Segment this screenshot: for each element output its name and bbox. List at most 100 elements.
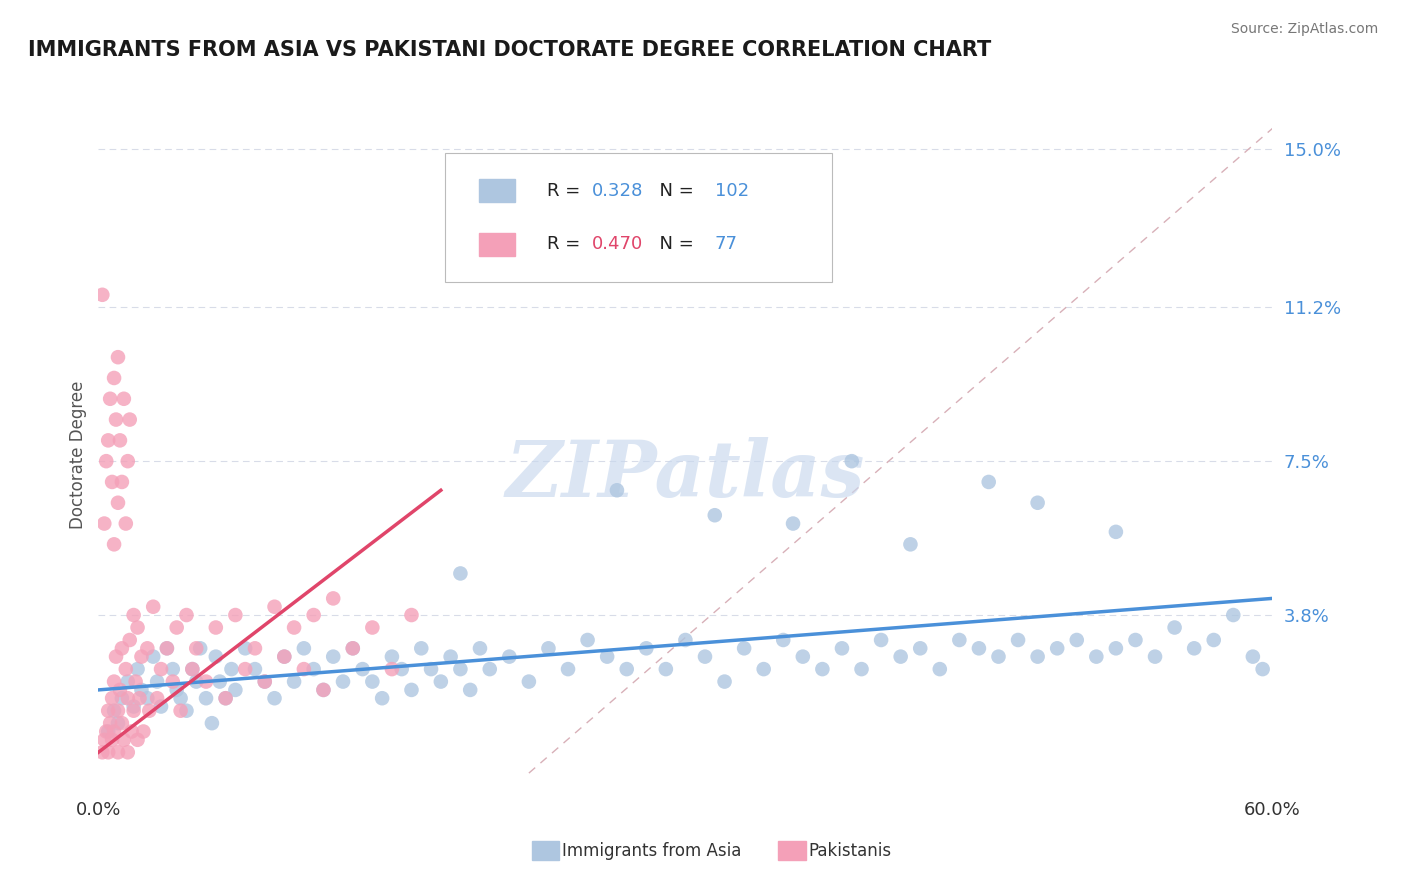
Point — [111, 716, 134, 731]
Point — [136, 641, 159, 656]
Point — [381, 649, 404, 664]
Point — [890, 649, 912, 664]
Point — [162, 662, 184, 676]
Point — [439, 649, 461, 664]
Point — [128, 691, 150, 706]
Point — [948, 632, 970, 647]
Point — [127, 732, 149, 747]
Point — [391, 662, 413, 676]
Point — [1241, 649, 1264, 664]
Point — [91, 287, 114, 301]
Point — [253, 674, 276, 689]
Point — [831, 641, 853, 656]
Point — [127, 620, 149, 634]
Point — [205, 620, 228, 634]
Point — [430, 674, 453, 689]
Point — [156, 641, 179, 656]
Point — [96, 724, 118, 739]
Point — [557, 662, 579, 676]
Point — [208, 674, 231, 689]
Point — [782, 516, 804, 531]
Point — [136, 691, 159, 706]
Point — [283, 620, 305, 634]
Point — [772, 632, 794, 647]
Point — [142, 649, 165, 664]
Point — [150, 699, 173, 714]
Point — [233, 641, 256, 656]
Point — [224, 682, 246, 697]
Point — [322, 591, 344, 606]
Point — [121, 724, 143, 739]
Point — [411, 641, 433, 656]
Point — [181, 662, 204, 676]
Point — [117, 745, 139, 759]
Point — [221, 662, 243, 676]
Point — [1105, 641, 1128, 656]
Point — [97, 724, 120, 739]
Point — [103, 704, 125, 718]
Point — [138, 704, 160, 718]
Point — [537, 641, 560, 656]
Point — [361, 620, 384, 634]
Point — [1251, 662, 1274, 676]
Point — [1066, 632, 1088, 647]
Point — [101, 691, 124, 706]
Point — [292, 641, 315, 656]
FancyBboxPatch shape — [531, 841, 560, 860]
Point — [342, 641, 364, 656]
Point — [224, 608, 246, 623]
Text: R =: R = — [547, 182, 586, 200]
Point — [675, 632, 697, 647]
Point — [91, 745, 114, 759]
Point — [851, 662, 873, 676]
Point — [361, 674, 384, 689]
Point — [103, 674, 125, 689]
Point — [401, 682, 423, 697]
Point — [201, 716, 224, 731]
Point — [97, 704, 120, 718]
Point — [792, 649, 814, 664]
Text: R =: R = — [547, 235, 586, 253]
Point — [655, 662, 678, 676]
Point — [381, 662, 404, 676]
Point — [606, 483, 628, 498]
Point — [166, 620, 188, 634]
Point — [96, 454, 118, 468]
Text: 102: 102 — [714, 182, 749, 200]
Point — [142, 599, 165, 614]
Point — [108, 682, 131, 697]
Point — [1182, 641, 1205, 656]
Point — [1222, 608, 1244, 623]
Point — [150, 662, 173, 676]
Point — [166, 682, 188, 697]
Point — [131, 649, 153, 664]
Point — [107, 716, 129, 731]
Point — [1007, 632, 1029, 647]
Point — [117, 454, 139, 468]
Point — [1163, 620, 1185, 634]
Point — [243, 662, 266, 676]
Point — [263, 691, 285, 706]
Point — [1125, 632, 1147, 647]
Point — [243, 641, 266, 656]
Text: 77: 77 — [714, 235, 738, 253]
Point — [693, 649, 716, 664]
Point — [312, 682, 335, 697]
Point — [468, 641, 491, 656]
Point — [124, 674, 146, 689]
Point — [273, 649, 295, 664]
Point — [176, 704, 198, 718]
Point — [107, 704, 129, 718]
Point — [112, 732, 135, 747]
FancyBboxPatch shape — [778, 841, 806, 860]
Text: N =: N = — [648, 182, 699, 200]
Point — [322, 649, 344, 664]
Point — [97, 434, 120, 448]
Point — [449, 662, 471, 676]
Point — [188, 641, 211, 656]
Point — [967, 641, 990, 656]
Point — [713, 674, 735, 689]
Point — [977, 475, 1000, 489]
Point — [752, 662, 775, 676]
Point — [122, 608, 145, 623]
